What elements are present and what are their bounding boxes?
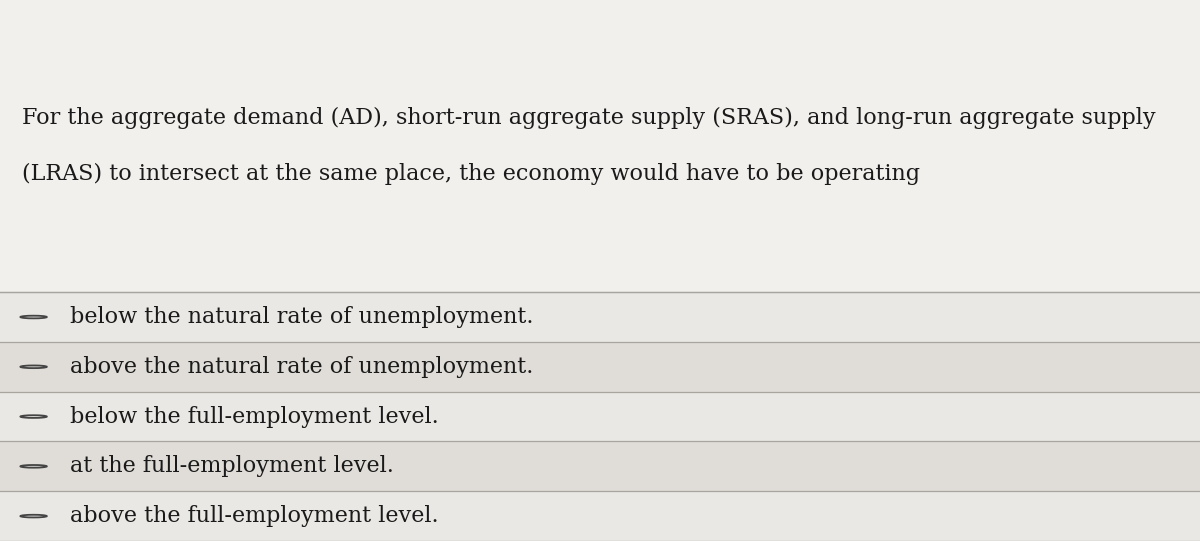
Bar xyxy=(0,392,1200,441)
Text: below the full-employment level.: below the full-employment level. xyxy=(70,406,438,427)
Text: below the natural rate of unemployment.: below the natural rate of unemployment. xyxy=(70,306,533,328)
Text: For the aggregate demand (AD), short-run aggregate supply (SRAS), and long-run a: For the aggregate demand (AD), short-run… xyxy=(22,107,1156,129)
Bar xyxy=(0,0,1200,292)
Text: above the natural rate of unemployment.: above the natural rate of unemployment. xyxy=(70,356,533,378)
Text: above the full-employment level.: above the full-employment level. xyxy=(70,505,438,527)
Text: (LRAS) to intersect at the same place, the economy would have to be operating: (LRAS) to intersect at the same place, t… xyxy=(22,163,919,186)
Text: at the full-employment level.: at the full-employment level. xyxy=(70,456,394,477)
Bar xyxy=(0,292,1200,342)
Bar xyxy=(0,441,1200,491)
Bar xyxy=(0,342,1200,392)
Bar xyxy=(0,491,1200,541)
